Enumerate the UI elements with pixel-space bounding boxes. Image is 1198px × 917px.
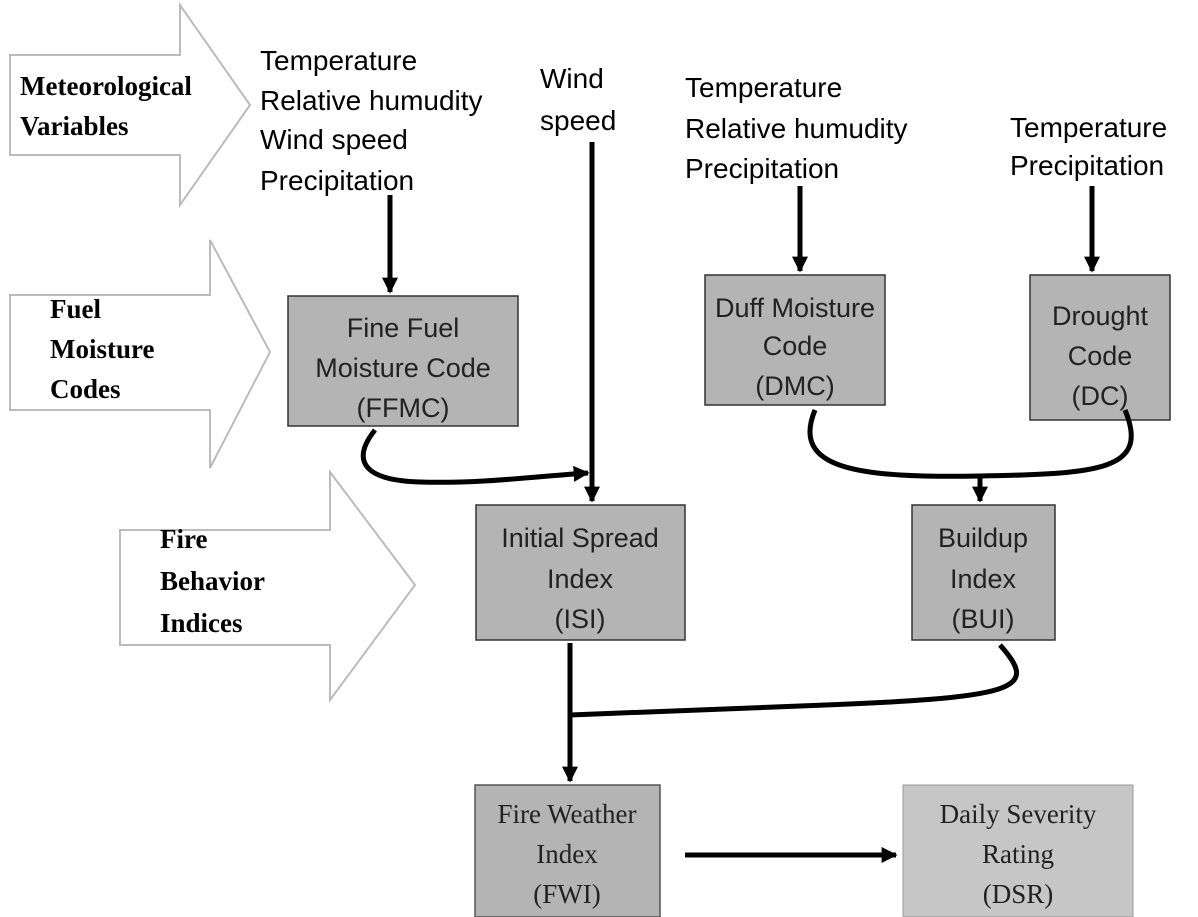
flow-connector xyxy=(569,643,1019,718)
node-label: Index xyxy=(950,564,1017,594)
input-variable: Wind xyxy=(540,63,604,94)
node-label: Daily Severity xyxy=(940,799,1097,829)
input-variable: Precipitation xyxy=(260,165,414,196)
node-label: (FWI) xyxy=(533,879,600,909)
input-variable: speed xyxy=(540,105,616,136)
input-variable: Temperature xyxy=(1010,112,1167,143)
input-variable: Precipitation xyxy=(1010,150,1164,181)
category-label: Fire xyxy=(160,524,207,554)
node-label: (DMC) xyxy=(755,371,834,401)
node-box xyxy=(902,784,1134,917)
node-label: Index xyxy=(536,839,598,869)
category-arrow xyxy=(9,1,252,209)
category-label: Codes xyxy=(50,374,121,404)
node-label: (ISI) xyxy=(555,604,606,634)
input-variable: Wind speed xyxy=(260,124,408,155)
input-variable: Temperature xyxy=(685,72,842,103)
node-box xyxy=(704,274,886,406)
node-box xyxy=(474,784,661,917)
category-label: Meteorological xyxy=(20,71,192,101)
node-label: (DSR) xyxy=(983,879,1054,909)
node-label: Drought xyxy=(1052,301,1149,331)
node-label: Code xyxy=(763,331,828,361)
node-label: (DC) xyxy=(1072,381,1129,411)
node-box xyxy=(287,295,519,427)
category-label: Behavior xyxy=(160,566,265,596)
node-label: Buildup xyxy=(938,523,1028,553)
node-label: Index xyxy=(547,564,614,594)
node-box xyxy=(911,504,1056,641)
category-arrow xyxy=(9,239,272,469)
node-label: Initial Spread xyxy=(501,523,659,553)
node-label: (BUI) xyxy=(952,604,1015,634)
node-box xyxy=(475,504,686,641)
node-label: Moisture Code xyxy=(315,353,491,383)
node-label: Duff Moisture xyxy=(715,293,875,323)
node-label: Fire Weather xyxy=(497,799,636,829)
category-label: Fuel xyxy=(50,294,101,324)
node-label: (FFMC) xyxy=(357,393,450,423)
category-label: Variables xyxy=(20,111,129,141)
category-arrow xyxy=(119,469,417,704)
node-label: Rating xyxy=(982,839,1054,869)
node-label: Code xyxy=(1068,341,1133,371)
input-variable: Relative humudity xyxy=(260,85,483,116)
input-variable: Temperature xyxy=(260,45,417,76)
category-label: Indices xyxy=(160,608,243,638)
input-variable: Relative humudity xyxy=(685,113,908,144)
node-label: Fine Fuel xyxy=(347,313,460,343)
category-label: Moisture xyxy=(50,334,154,364)
input-variable: Precipitation xyxy=(685,153,839,184)
flow-arrow xyxy=(360,428,590,485)
node-box xyxy=(1029,274,1171,421)
